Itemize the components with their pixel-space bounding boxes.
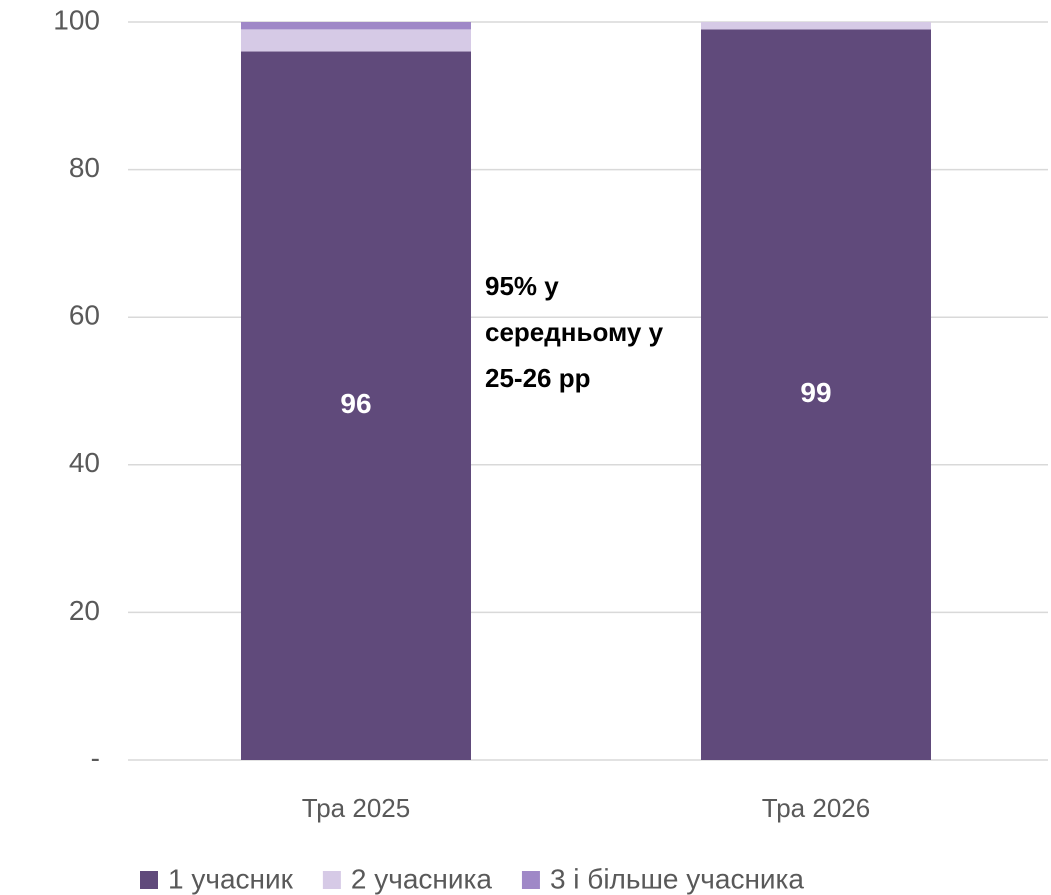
annotation: середньому у <box>485 317 664 347</box>
y-tick-label: 40 <box>69 447 100 478</box>
x-tick-label: Тра 2025 <box>302 793 410 823</box>
x-tick-label: Тра 2026 <box>762 793 870 823</box>
bar-segment <box>241 22 471 30</box>
data-label: 96 <box>340 388 371 419</box>
legend-label: 2 учасника <box>351 863 492 894</box>
legend-swatch <box>140 871 158 889</box>
y-tick-label: 100 <box>53 4 100 35</box>
bar-segment <box>701 22 931 30</box>
bar-segment <box>241 51 471 760</box>
annotation: 95% у <box>485 271 559 301</box>
annotation: 25-26 рр <box>485 363 591 393</box>
legend-label: 3 і більше учасника <box>550 863 804 894</box>
legend-label: 1 учасник <box>168 863 294 894</box>
legend-swatch <box>322 871 341 889</box>
y-tick-label: - <box>91 742 100 773</box>
data-label: 99 <box>800 377 831 408</box>
y-tick-label: 80 <box>69 152 100 183</box>
y-tick-label: 60 <box>69 300 100 331</box>
legend-swatch <box>521 871 540 889</box>
bar-segment <box>241 29 471 52</box>
y-tick-label: 20 <box>69 595 100 626</box>
bar-segment <box>701 29 931 760</box>
